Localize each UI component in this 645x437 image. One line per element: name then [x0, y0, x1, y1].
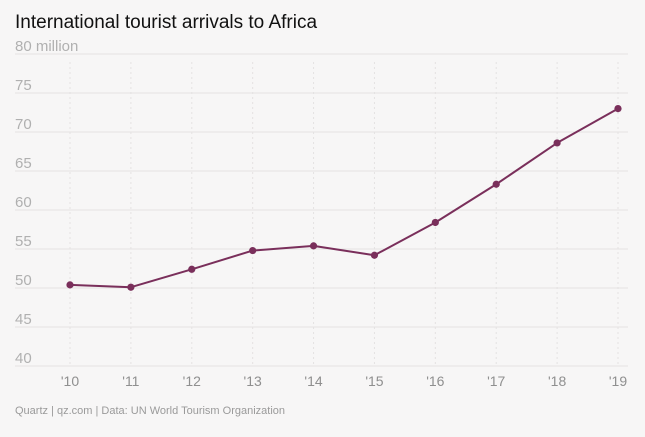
data-series — [69, 107, 619, 289]
data-point — [370, 251, 379, 259]
gridlines — [15, 53, 628, 367]
x-axis-tick-labels: '10 '11 '12 '13 '14 '15 '16 '17 '18 '19 — [61, 373, 627, 389]
data-point — [66, 281, 74, 289]
data-point — [249, 246, 257, 255]
x-tick-label: '14 — [304, 373, 322, 389]
y-tick-label: 70 — [15, 116, 32, 133]
series-line — [69, 107, 619, 289]
y-tick-label: 65 — [15, 155, 32, 172]
data-point — [188, 265, 196, 273]
y-tick-label: 75 — [15, 77, 32, 94]
x-tick-label: '18 — [548, 373, 566, 389]
y-tick-label: 55 — [15, 233, 32, 250]
data-point — [309, 242, 318, 250]
data-point — [553, 139, 561, 147]
data-point — [614, 105, 622, 113]
y-tick-label: 60 — [15, 194, 32, 211]
data-points — [66, 105, 622, 291]
x-tick-label: '11 — [122, 373, 139, 389]
data-point — [127, 283, 135, 291]
data-point — [492, 180, 500, 188]
y-tick-label: 45 — [15, 311, 32, 328]
x-tick-label: '16 — [426, 373, 444, 389]
x-tick-label: '12 — [183, 373, 201, 389]
x-tick-label: '19 — [609, 373, 627, 389]
data-point — [431, 218, 439, 227]
y-tick-label: 50 — [15, 272, 32, 289]
x-tick-label: '10 — [61, 373, 79, 389]
x-tick-label: '15 — [365, 373, 383, 389]
y-tick-label: 40 — [15, 350, 32, 367]
y-tick-label: 80 million — [15, 38, 78, 55]
x-tick-label: '13 — [244, 373, 262, 389]
x-tick-label: '17 — [487, 373, 505, 389]
chart-title: International tourist arrivals to Africa — [15, 12, 318, 33]
y-axis-tick-labels: 40 45 50 55 60 65 70 75 80 million — [15, 38, 78, 367]
source-footer: Quartz | qz.com | Data: UN World Tourism… — [15, 405, 286, 417]
